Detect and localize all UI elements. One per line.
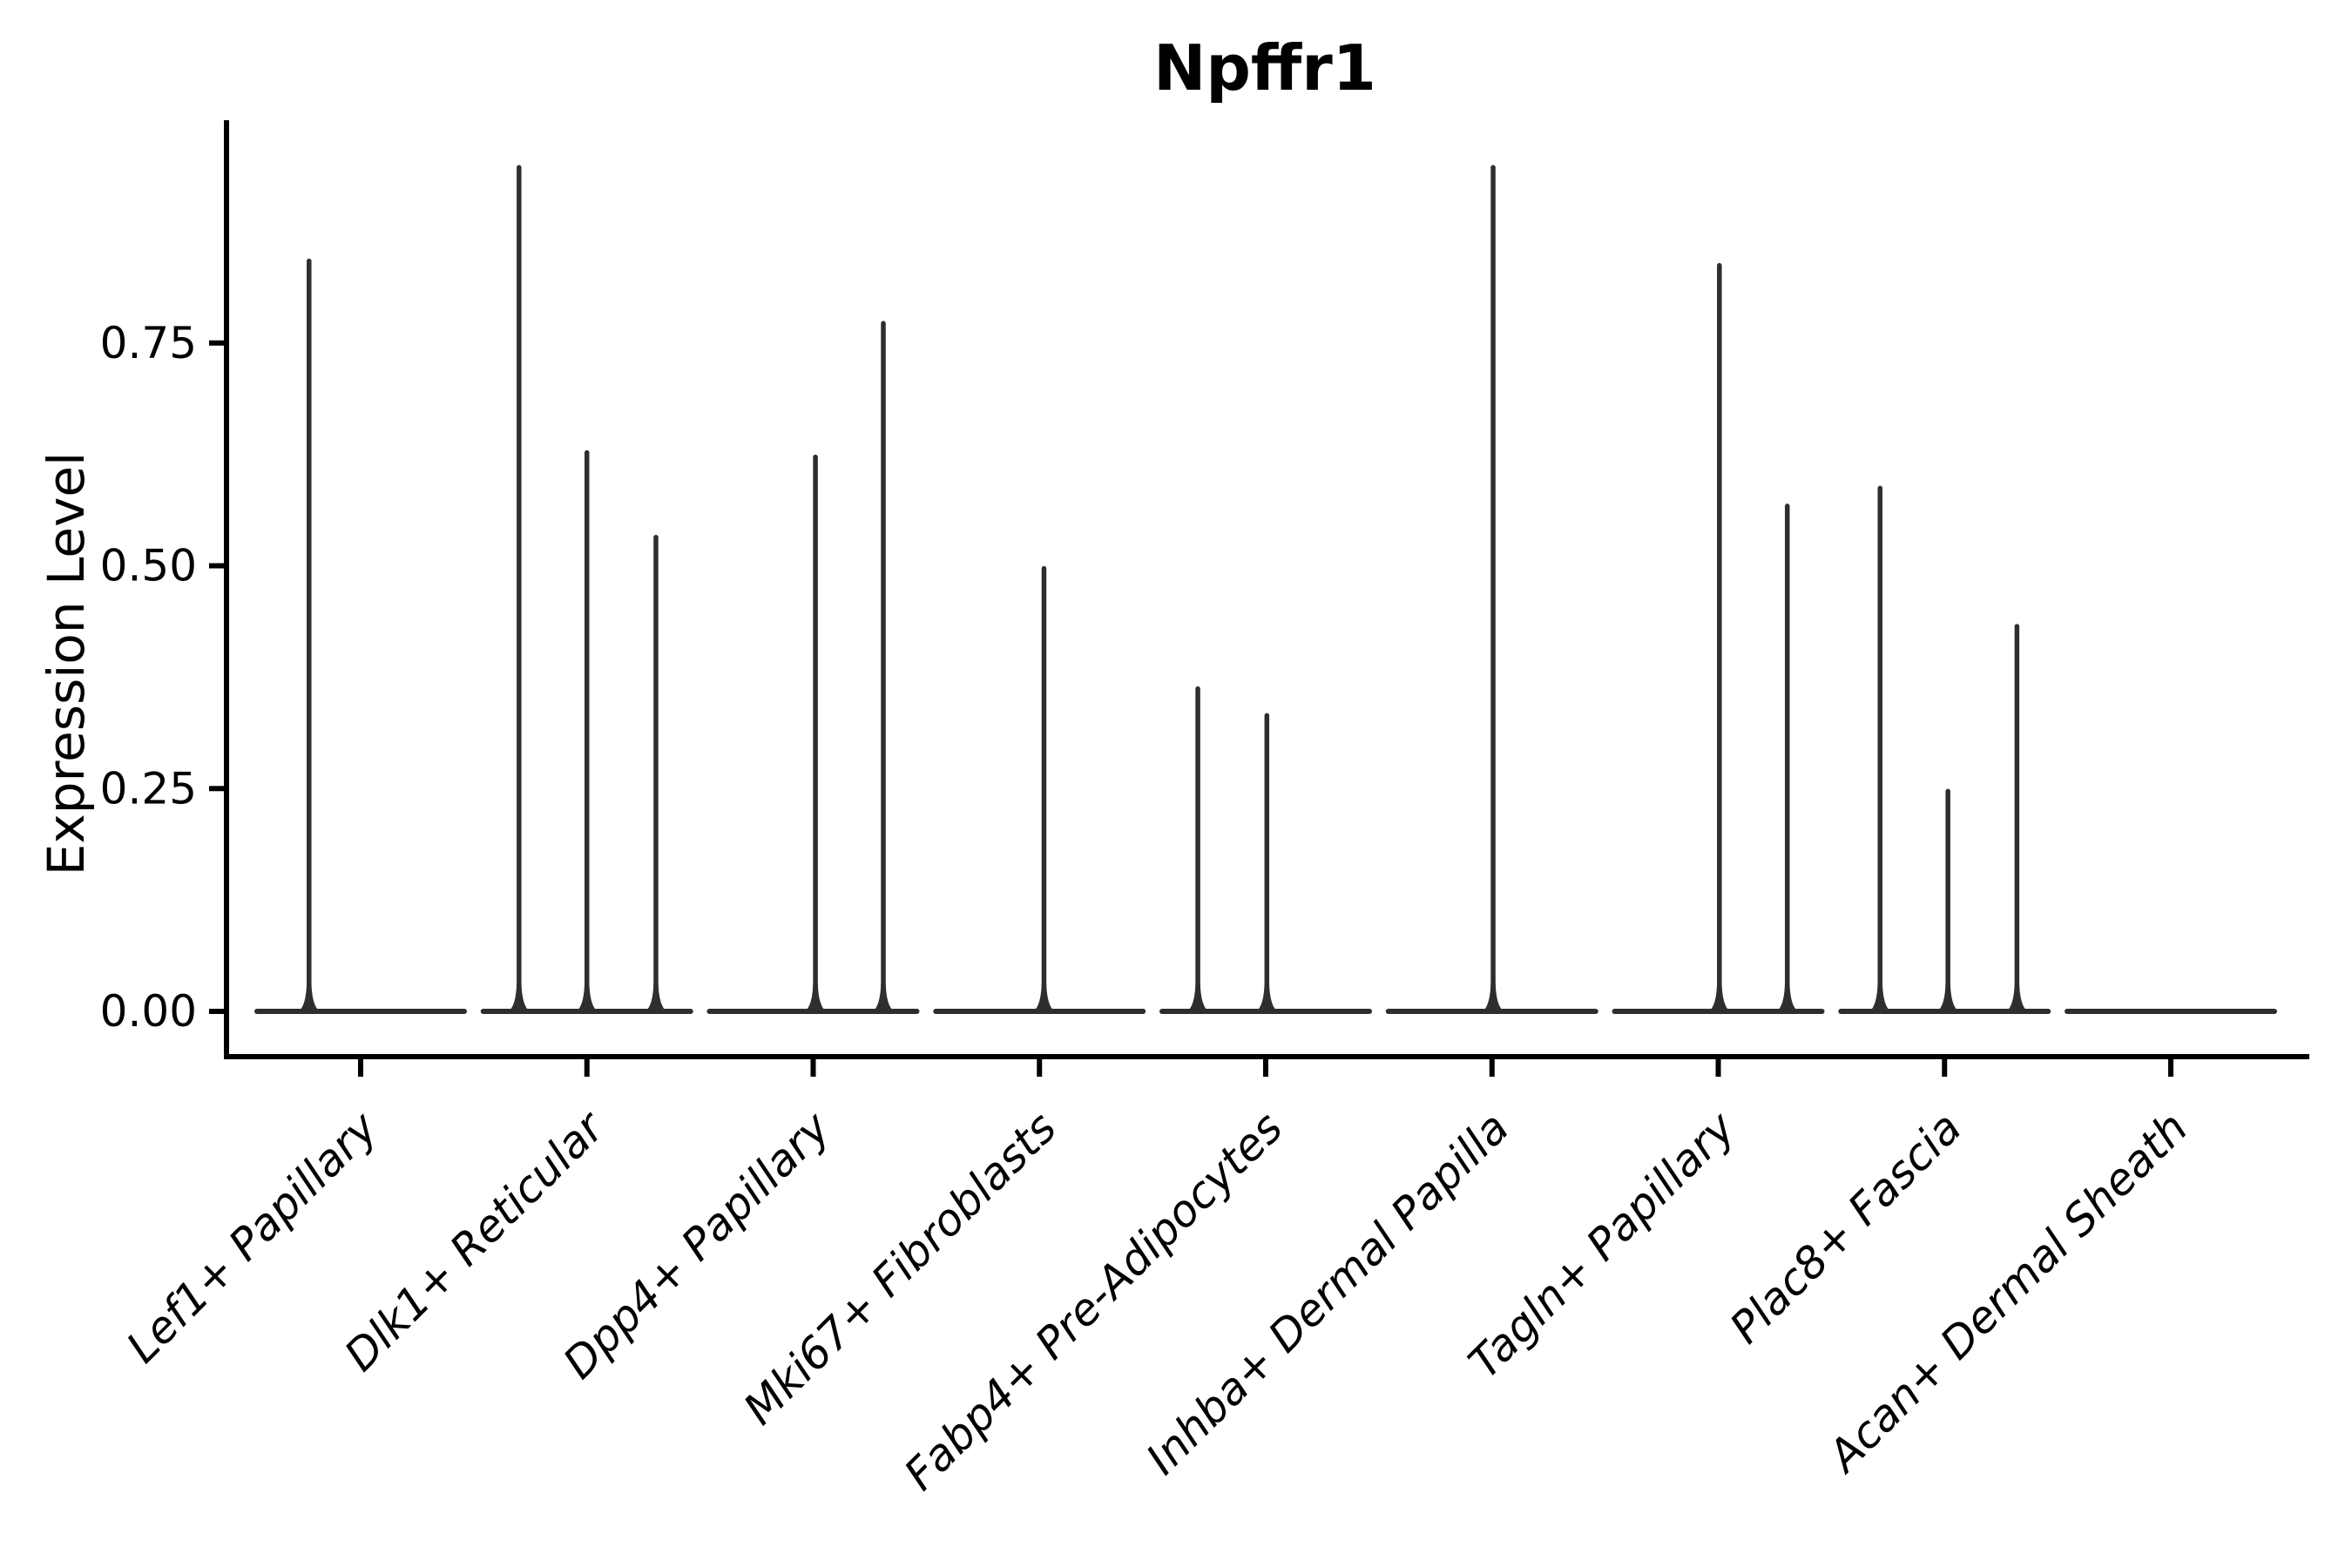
- y-tick-label: 0.50: [100, 541, 197, 591]
- x-tick-label: Acan+ Dermal Sheath: [1817, 1102, 2198, 1483]
- x-tick-label: Inhba+ Dermal Papilla: [1137, 1102, 1518, 1484]
- chart-title: Npffr1: [1153, 31, 1376, 105]
- y-tick-label: 0.00: [100, 986, 197, 1037]
- x-tick-label: Plac8+ Fascia: [1720, 1102, 1971, 1353]
- y-tick-label: 0.25: [100, 763, 197, 814]
- x-tick-label: Fabp4+ Pre-Adipocytes: [895, 1102, 1293, 1500]
- y-tick-label: 0.75: [100, 318, 197, 368]
